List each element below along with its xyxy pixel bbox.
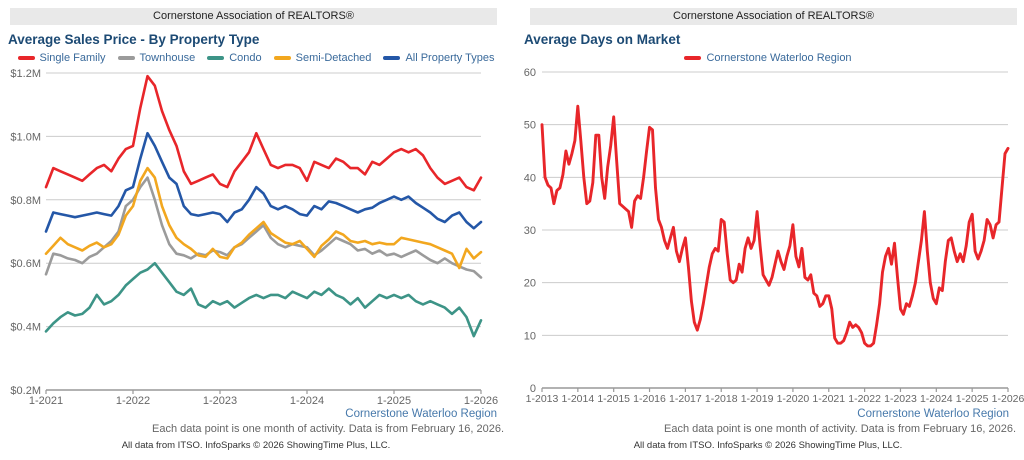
y-axis-tick-label: 0 [530,383,536,395]
legend-label: All Property Types [405,51,495,64]
x-axis-tick-label: 1-2018 [705,393,738,405]
legend-swatch-icon [17,55,35,60]
x-axis-tick-label: 1-2026 [464,395,498,407]
legend-label: Condo [229,51,262,64]
association-header: Cornerstone Association of REALTORS® [530,8,1017,25]
legend-item: All Property Types [383,51,495,64]
region-label: Cornerstone Waterloo Region [857,408,1009,420]
data-point-footnote: Each data point is one month of activity… [664,423,1016,435]
legend-swatch-icon [273,55,291,60]
legend-item: Semi-Detached [273,51,372,64]
y-axis-tick-label: 10 [524,330,536,342]
series-line-condo[interactable] [44,261,483,338]
y-axis-tick-label: $0.2M [10,385,41,397]
legend-item: Condo [207,51,262,64]
x-axis-tick-label: 1-2023 [203,395,237,407]
series-line-single-family[interactable] [44,74,483,192]
sales-price-panel: Cornerstone Association of REALTORS® Ave… [0,0,512,451]
series-line-semi-detached[interactable] [44,166,483,270]
x-axis-tick-label: 1-2022 [116,395,150,407]
x-axis-tick-label: 1-2019 [741,393,774,405]
y-axis-tick-label: $0.6M [10,258,41,270]
y-axis-tick-label: 40 [524,172,536,184]
legend-item: Townhouse [117,51,196,64]
y-axis-tick-label: $0.4M [10,322,41,334]
x-axis-tick-label: 1-2025 [377,395,411,407]
x-axis-tick-label: 1-2014 [561,393,594,405]
y-axis-tick-label: 20 [524,278,536,290]
x-axis-tick-label: 1-2022 [848,393,881,405]
y-axis-tick-label: 30 [524,225,536,237]
source-footnote: All data from ITSO. InfoSparks © 2026 Sh… [121,440,391,451]
region-label: Cornerstone Waterloo Region [345,408,497,420]
legend-label: Semi-Detached [295,51,372,64]
x-axis-tick-label: 1-2021 [29,395,63,407]
x-axis-tick-label: 1-2025 [956,393,989,405]
legend-swatch-icon [207,55,225,60]
series-line-cornerstone-waterloo-region[interactable] [540,104,1010,348]
sales-price-legend: Single Family Townhouse Condo Semi-Detached… [0,50,512,65]
x-axis-tick-label: 1-2024 [920,393,953,405]
legend-swatch-icon [383,55,401,60]
sales-price-chart[interactable]: $1.2M $1.0M $0.8M $0.6M $0.4M $0.2M1-2021 1-20… [0,65,512,410]
legend-swatch-icon [684,55,702,60]
legend-label: Single Family [39,51,106,64]
x-axis-tick-label: 1-2026 [992,393,1024,405]
data-point-footnote: Each data point is one month of activity… [152,423,504,435]
page-title-sales-price: Average Sales Price - By Property Type [8,32,260,47]
x-axis-tick-label: 1-2016 [633,393,666,405]
source-footnote: All data from ITSO. InfoSparks © 2026 Sh… [633,440,903,451]
x-axis-tick-label: 1-2024 [290,395,324,407]
y-axis-tick-label: 60 [524,67,536,79]
x-axis-tick-label: 1-2023 [884,393,917,405]
legend-label: Cornerstone Waterloo Region [706,51,852,64]
legend-item: Cornerstone Waterloo Region [684,51,852,64]
y-axis-tick-label: $0.8M [10,195,41,207]
days-on-market-legend: Cornerstone Waterloo Region [512,50,1024,65]
association-header: Cornerstone Association of REALTORS® [10,8,497,25]
x-axis-tick-label: 1-2021 [812,393,845,405]
x-axis-tick-label: 1-2015 [597,393,630,405]
x-axis-tick-label: 1-2020 [777,393,810,405]
page-title-days-on-market: Average Days on Market [524,32,681,47]
legend-item: Single Family [17,51,106,64]
y-axis-tick-label: $1.2M [10,68,41,80]
legend-label: Townhouse [139,51,196,64]
x-axis-tick-label: 1-2013 [526,393,559,405]
series-line-all-property-types[interactable] [44,131,483,233]
days-on-market-panel: Cornerstone Association of REALTORS® Ave… [512,0,1024,451]
y-axis-tick-label: $1.0M [10,131,41,143]
x-axis-tick-label: 1-2017 [669,393,702,405]
legend-swatch-icon [117,55,135,60]
y-axis-tick-label: 50 [524,120,536,132]
